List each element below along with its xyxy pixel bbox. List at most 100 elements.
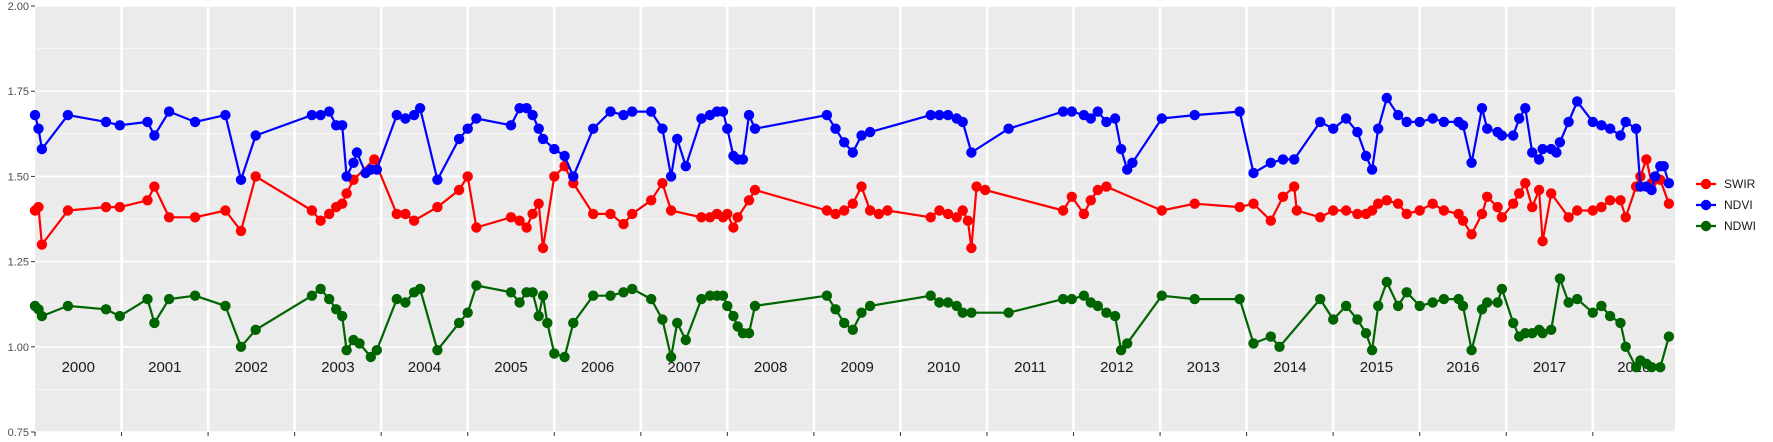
data-point <box>717 290 729 301</box>
data-point <box>533 310 544 322</box>
data-point <box>942 297 954 308</box>
data-point <box>331 304 342 315</box>
year-label: 2004 <box>408 359 441 376</box>
data-point <box>1414 300 1425 312</box>
data-point <box>521 222 532 233</box>
data-point <box>1189 198 1200 209</box>
data-point <box>250 130 261 141</box>
data-point <box>1457 300 1469 312</box>
data-point <box>36 143 48 155</box>
data-point <box>830 123 841 134</box>
data-point <box>696 212 707 223</box>
data-point <box>1392 300 1404 312</box>
data-point <box>142 293 153 305</box>
data-point <box>957 116 968 128</box>
data-point <box>864 126 876 138</box>
data-point <box>1360 328 1372 339</box>
data-point <box>324 293 335 305</box>
data-point <box>1587 205 1599 216</box>
data-point <box>1328 314 1339 325</box>
data-point <box>1563 116 1574 128</box>
data-point <box>1537 236 1548 247</box>
major-gridlines <box>35 5 1675 433</box>
data-point <box>1482 123 1493 134</box>
data-point <box>1340 113 1352 124</box>
data-point <box>1392 198 1404 209</box>
data-point <box>341 188 352 199</box>
data-point <box>1596 120 1607 131</box>
data-point <box>934 205 945 216</box>
data-point <box>414 283 426 295</box>
data-point <box>864 300 876 312</box>
data-point <box>1366 345 1378 356</box>
data-point <box>618 109 629 121</box>
data-point <box>142 116 153 128</box>
data-point <box>1066 293 1078 305</box>
data-point <box>1360 150 1372 162</box>
data-point <box>728 310 739 322</box>
data-point <box>1508 130 1519 141</box>
data-point <box>1496 212 1508 223</box>
data-point <box>1646 184 1657 196</box>
data-point <box>847 324 858 335</box>
series-ndvi <box>29 92 1675 196</box>
series-ndwi <box>29 273 1675 373</box>
data-point <box>1414 205 1425 216</box>
data-point <box>1427 297 1438 308</box>
data-point <box>1078 208 1090 220</box>
data-point <box>1274 341 1285 352</box>
data-point <box>1492 297 1503 308</box>
data-point <box>957 307 968 318</box>
data-point <box>235 341 247 352</box>
data-point <box>324 106 335 117</box>
data-point <box>1496 283 1508 295</box>
year-label: 2001 <box>148 359 181 376</box>
data-point <box>527 109 538 121</box>
data-point <box>1537 328 1548 339</box>
data-point <box>163 106 175 117</box>
data-point <box>657 178 668 189</box>
data-point <box>1289 154 1300 165</box>
year-label: 2003 <box>321 359 354 376</box>
data-point <box>1604 310 1616 322</box>
data-point <box>821 109 833 121</box>
data-point <box>1508 317 1519 329</box>
data-point <box>462 123 473 134</box>
data-point <box>1414 116 1425 128</box>
data-point <box>665 205 677 216</box>
data-point <box>1248 198 1259 209</box>
data-point <box>371 345 382 356</box>
data-point <box>749 184 761 196</box>
data-point <box>1340 205 1352 216</box>
data-point <box>1277 191 1289 202</box>
data-point <box>1366 205 1378 216</box>
year-label: 2017 <box>1533 359 1566 376</box>
data-point <box>1663 331 1675 342</box>
data-point <box>873 208 884 220</box>
data-point <box>33 123 44 134</box>
data-point <box>722 123 733 134</box>
data-point <box>951 212 962 223</box>
data-point <box>1373 123 1384 134</box>
data-point <box>1533 154 1545 165</box>
year-label: 2016 <box>1446 359 1479 376</box>
data-point <box>1109 113 1121 124</box>
data-point <box>1514 113 1525 124</box>
data-point <box>1115 345 1127 356</box>
data-point <box>722 300 733 312</box>
data-point <box>1115 143 1127 155</box>
data-point <box>220 300 231 312</box>
data-point <box>1630 123 1642 134</box>
data-point <box>527 208 538 220</box>
data-point <box>1492 201 1503 213</box>
data-point <box>1101 116 1112 128</box>
data-point <box>1508 198 1519 209</box>
data-point <box>400 113 411 124</box>
data-point <box>189 116 201 128</box>
data-point <box>1373 300 1384 312</box>
y-tick-label: 1.50 <box>8 171 29 183</box>
data-point <box>1663 178 1675 189</box>
data-point <box>537 242 549 254</box>
data-point <box>1457 215 1469 226</box>
